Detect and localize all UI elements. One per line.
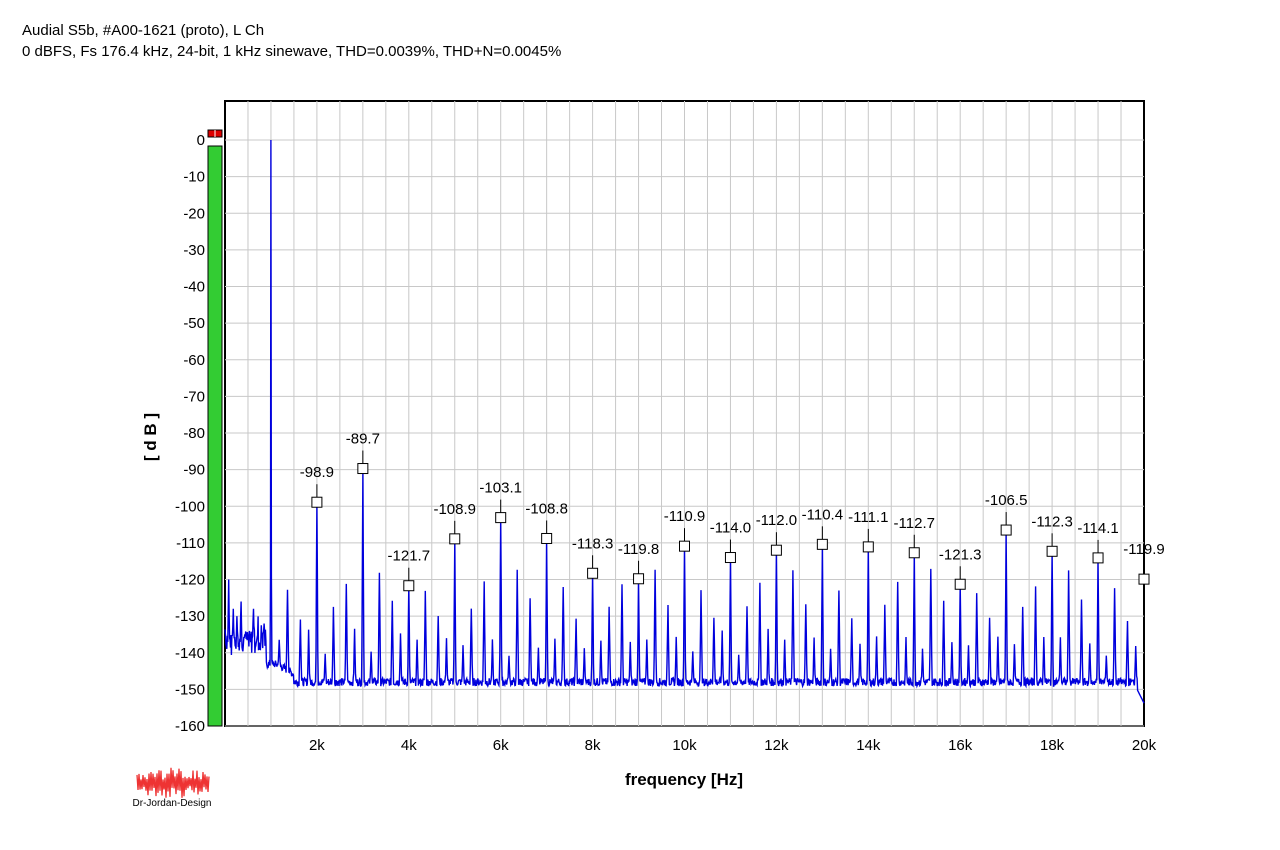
harmonic-level-label: -106.5 [985, 492, 1028, 509]
y-axis-label: [ d B ] [141, 413, 160, 461]
harmonic-level-label: -110.9 [664, 508, 705, 525]
y-tick-label: -90 [183, 462, 205, 479]
harmonic-level-label: -110.4 [802, 506, 843, 523]
marker-box [403, 580, 415, 592]
harmonic-level-label: -103.1 [479, 480, 522, 497]
marker-box [954, 578, 966, 590]
harmonic-marker: -108.9 [433, 501, 476, 545]
marker-box [1000, 524, 1012, 536]
harmonic-marker: -119.9 [1123, 541, 1165, 585]
x-tick-label: 8k [585, 737, 601, 754]
marker-box [311, 496, 323, 508]
logo-text: Dr-Jordan-Design [133, 798, 212, 809]
harmonic-level-label: -119.9 [1123, 541, 1164, 558]
harmonic-marker: -121.3 [939, 546, 982, 590]
chart-title-line-1: Audial S5b, #A00-1621 (proto), L Ch [22, 22, 265, 39]
y-tick-label: -20 [183, 205, 205, 222]
harmonic-marker: -108.8 [525, 500, 568, 544]
harmonic-level-label: -89.7 [346, 431, 380, 448]
harmonic-level-label: -98.9 [300, 464, 334, 481]
y-tick-label: -70 [183, 388, 205, 405]
harmonic-marker: -103.1 [479, 480, 522, 524]
harmonic-marker: -112.3 [1031, 513, 1073, 557]
level-meter-bar [207, 145, 223, 727]
y-tick-label: -130 [175, 608, 205, 625]
harmonic-marker: -118.3 [572, 535, 613, 579]
x-tick-label: 16k [948, 737, 973, 754]
harmonic-marker: -98.9 [300, 464, 334, 508]
harmonic-level-label: -112.0 [756, 512, 797, 529]
logo-waveform-icon [136, 767, 210, 798]
x-tick-label: 18k [1040, 737, 1065, 754]
harmonic-marker: -112.7 [894, 515, 935, 559]
y-tick-label: -160 [175, 718, 205, 735]
marker-box [862, 541, 874, 553]
marker-box [679, 540, 690, 552]
x-axis-ticks: 2k 4k 6k 8k 10k 12k 14k 16k 18k 20k [309, 737, 1157, 754]
dr-jordan-design-logo: Dr-Jordan-Design [133, 767, 212, 809]
y-tick-label: -110 [176, 535, 205, 552]
marker-box [1138, 573, 1150, 585]
y-tick-label: -60 [183, 352, 205, 369]
harmonic-level-label: -112.7 [894, 515, 935, 532]
harmonic-marker: -106.5 [985, 492, 1028, 536]
x-tick-label: 20k [1132, 737, 1157, 754]
harmonic-marker: -119.8 [618, 541, 659, 585]
harmonic-marker: -114.0 [710, 520, 751, 564]
harmonic-level-label: -121.7 [388, 548, 431, 565]
y-tick-label: -100 [175, 498, 205, 515]
x-tick-label: 14k [856, 737, 881, 754]
marker-box [1092, 552, 1104, 564]
x-tick-label: 6k [493, 737, 509, 754]
marker-box [633, 573, 645, 585]
x-tick-label: 12k [764, 737, 789, 754]
y-tick-label: -40 [183, 279, 205, 296]
y-tick-label: -120 [175, 572, 205, 589]
marker-box [541, 532, 553, 544]
marker-box [1046, 545, 1058, 557]
y-tick-label: -30 [183, 242, 205, 259]
y-tick-label: 0 [197, 132, 205, 149]
y-tick-label: -50 [183, 315, 205, 332]
y-tick-label: -80 [183, 425, 205, 442]
harmonic-marker: -114.1 [1077, 520, 1119, 564]
marker-box [357, 463, 369, 475]
harmonic-marker: -111.1 [848, 509, 888, 553]
chart-title-line-2: 0 dBFS, Fs 176.4 kHz, 24-bit, 1 kHz sine… [22, 43, 562, 60]
marker-box [587, 567, 599, 579]
harmonic-level-label: -108.8 [525, 500, 568, 517]
marker-box [724, 552, 736, 564]
x-tick-label: 4k [401, 737, 417, 754]
y-axis-ticks: 0 -10 -20 -30 -40 -50 -60 -70 -80 -90 -100 -110 -120… [175, 132, 205, 735]
harmonic-marker: -112.0 [756, 512, 797, 556]
x-tick-label: 10k [672, 737, 697, 754]
harmonic-level-label: -112.3 [1031, 513, 1072, 530]
marker-box [495, 512, 507, 524]
grid-lines [225, 101, 1144, 727]
y-tick-label: -140 [175, 645, 205, 662]
marker-box [449, 533, 461, 545]
x-tick-label: 2k [309, 737, 325, 754]
marker-box [908, 547, 920, 559]
y-tick-label: -10 [183, 169, 205, 186]
harmonic-level-label: -111.1 [848, 509, 888, 526]
harmonic-marker: -89.7 [346, 431, 380, 475]
harmonic-level-label: -118.3 [572, 535, 613, 552]
harmonic-level-label: -114.0 [710, 520, 751, 537]
x-axis-label: frequency [Hz] [625, 770, 743, 789]
harmonic-marker: -110.4 [802, 506, 843, 550]
harmonic-level-label: -108.9 [433, 501, 476, 518]
harmonic-level-label: -114.1 [1077, 520, 1118, 537]
marker-box [770, 544, 782, 556]
harmonic-annotations: -98.9 -89.7 -121.7 -108.9-103.1-108.8 -118.3… [300, 431, 1165, 592]
harmonic-marker: -110.9 [664, 508, 705, 552]
y-tick-label: -150 [175, 681, 205, 698]
level-meter [207, 129, 223, 727]
harmonic-level-label: -121.3 [939, 546, 982, 563]
marker-box [816, 538, 828, 550]
harmonic-level-label: -119.8 [618, 541, 659, 558]
harmonic-marker: -121.7 [388, 548, 431, 592]
